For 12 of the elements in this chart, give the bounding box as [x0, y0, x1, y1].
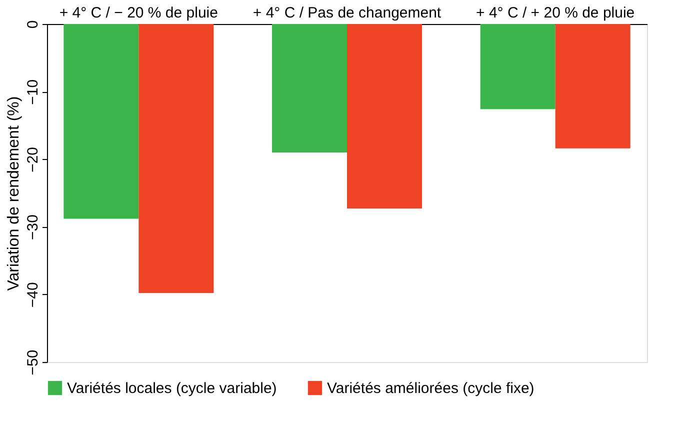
- y-tick-label: −10: [24, 79, 42, 105]
- x-tick-label: + 4° C / + 20 % de pluie: [476, 4, 635, 22]
- y-tick-label: −50: [24, 350, 42, 376]
- legend-label: Variétés locales (cycle variable): [67, 380, 277, 397]
- y-tick-label: −20: [24, 146, 42, 172]
- y-tick-label: 0: [24, 20, 42, 29]
- y-axis-title: Variation de rendement (%): [6, 96, 22, 291]
- x-tick-label: + 4° C / Pas de changement: [252, 4, 442, 22]
- y-tick-label: −30: [24, 214, 42, 240]
- y-tick-label: −40: [24, 282, 42, 308]
- legend-label: Variétés améliorées (cycle fixe): [327, 380, 534, 397]
- x-tick-label: + 4° C / − 20 % de pluie: [59, 4, 218, 22]
